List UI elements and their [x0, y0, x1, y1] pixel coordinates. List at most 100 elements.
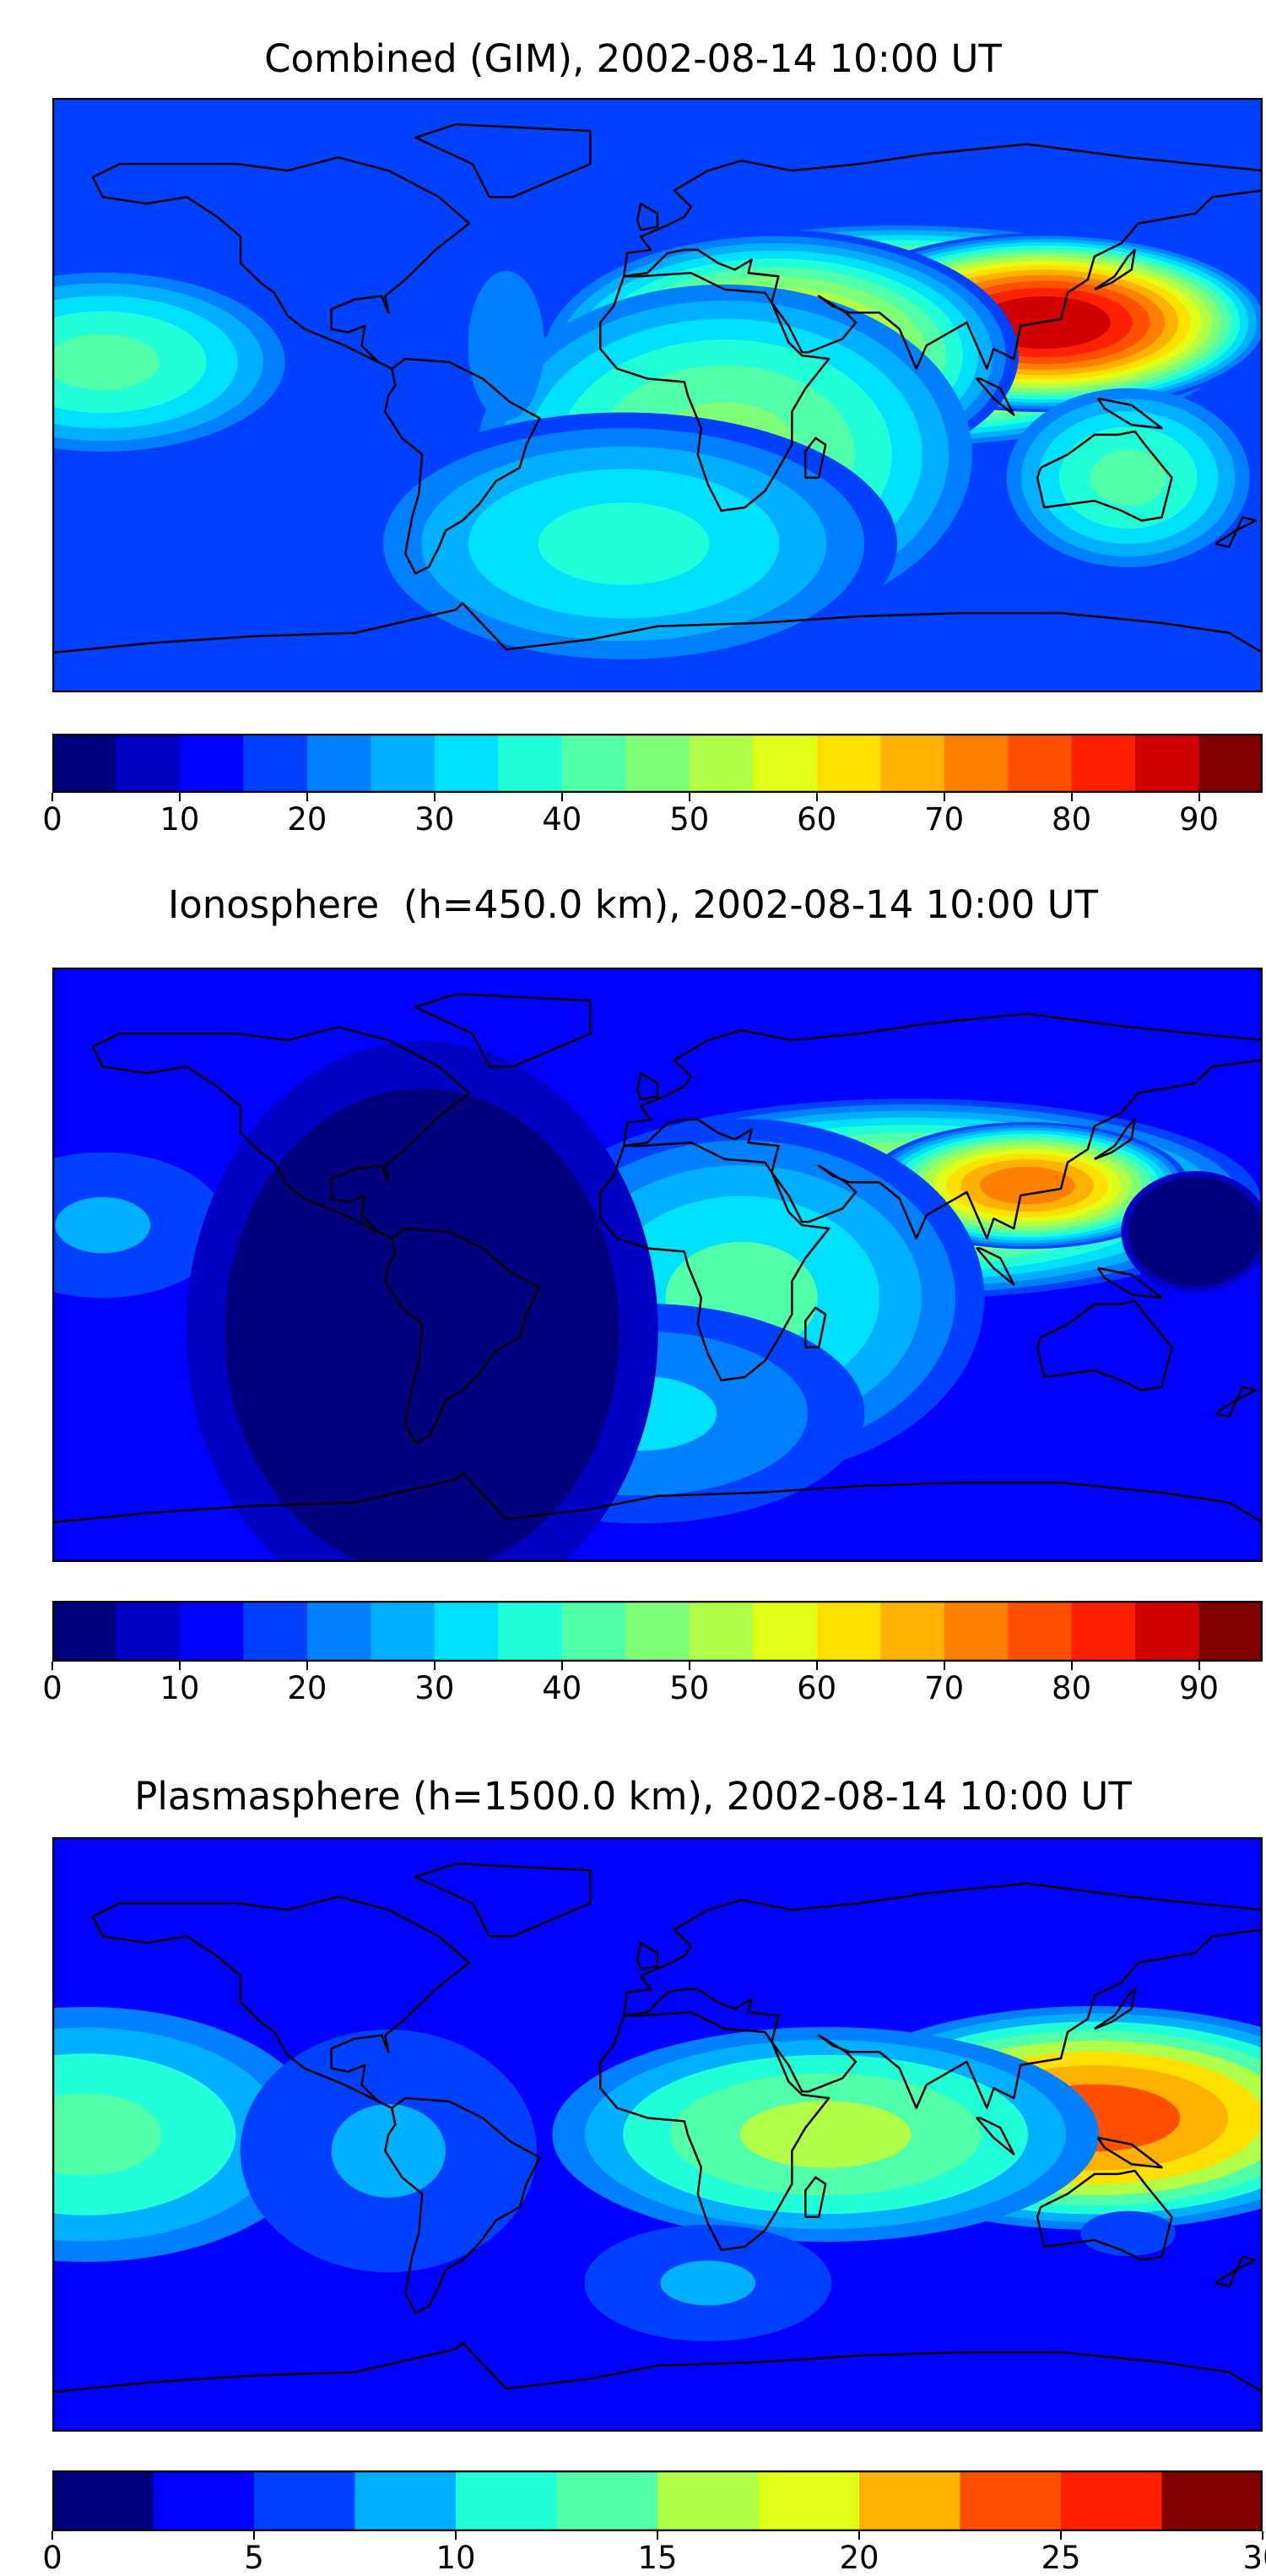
- contour-feature: [584, 2225, 832, 2341]
- colorbar-segment: [52, 1601, 116, 1662]
- contour-level: [739, 2101, 912, 2168]
- colorbar-segment: [1198, 734, 1263, 793]
- coastline: [599, 2011, 830, 2252]
- tec-map: [52, 1837, 1263, 2432]
- contour-level: [52, 334, 160, 391]
- colorbar-segment: [1071, 734, 1136, 793]
- contour-level: [52, 2093, 162, 2176]
- colorbar-tick: [560, 793, 563, 801]
- colorbar-segment: [498, 1601, 563, 1662]
- colorbar-segment: [434, 1601, 499, 1662]
- colorbar-segment: [689, 1601, 754, 1662]
- coastline: [52, 1472, 1263, 1524]
- contour-level: [979, 1167, 1075, 1205]
- coastline: [599, 1142, 830, 1382]
- colorbar: [52, 2470, 1263, 2531]
- contour-level: [1080, 2210, 1176, 2256]
- coastline: [52, 2341, 1263, 2394]
- colorbar-tick-label: 5: [244, 2540, 264, 2576]
- colorbar-tick-label: 80: [1052, 801, 1092, 838]
- contour-feature: [52, 272, 285, 452]
- colorbar: [52, 1601, 1263, 1662]
- coastline: [52, 602, 1263, 654]
- coastline: [622, 143, 1263, 370]
- coastline: [1094, 1118, 1136, 1161]
- coastline: [384, 1227, 541, 1445]
- coastline: [622, 1012, 1263, 1239]
- colorbar-tick-label: 50: [669, 1670, 710, 1706]
- coastline: [414, 993, 592, 1068]
- coastline: [414, 123, 592, 198]
- colorbar-segment: [306, 1601, 371, 1662]
- colorbar-segment: [179, 734, 244, 793]
- colorbar-segment: [960, 2470, 1062, 2531]
- colorbar-segment: [354, 2470, 457, 2531]
- colorbar-tick: [178, 1662, 181, 1670]
- colorbar-segment: [498, 734, 563, 793]
- colorbar-tick-label: 15: [637, 2540, 678, 2576]
- colorbar-tick-label: 50: [669, 801, 710, 838]
- coastline: [976, 2117, 1015, 2156]
- colorbar-segment: [1061, 2470, 1162, 2531]
- contour-level: [1172, 1212, 1219, 1251]
- colorbar-tick: [433, 1662, 436, 1670]
- colorbar-tick-label: 20: [287, 801, 327, 838]
- colorbar-frame: [52, 2470, 1263, 2531]
- colorbar-segment: [657, 2470, 759, 2531]
- colorbar-segment: [689, 734, 754, 793]
- colorbar-segment: [625, 1601, 690, 1662]
- colorbar-segment: [816, 1601, 881, 1662]
- colorbar-tick: [306, 1662, 308, 1670]
- contour-level: [660, 2260, 756, 2306]
- colorbar-segment: [753, 734, 818, 793]
- panel-plasmasphere: Plasmasphere (h=1500.0 km), 2002-08-14 1…: [0, 1689, 1266, 2575]
- colorbar-tick-label: 10: [160, 801, 200, 838]
- coastline: [804, 437, 827, 480]
- colorbar-tick: [1198, 1662, 1200, 1670]
- coastline: [1094, 1988, 1136, 2031]
- colorbar-segment: [758, 2470, 860, 2531]
- coastline: [1096, 1266, 1163, 1299]
- colorbar-segment: [456, 2470, 557, 2531]
- colorbar-tick-label: 40: [542, 1670, 582, 1706]
- colorbar-segment: [243, 734, 308, 793]
- colorbar-segment: [816, 734, 881, 793]
- colorbar-tick-label: 10: [436, 2540, 476, 2576]
- colorbar-segment: [1008, 1601, 1073, 1662]
- colorbar-segment: [153, 2470, 255, 2531]
- colorbar-segment: [371, 1601, 436, 1662]
- colorbar-segment: [306, 734, 371, 793]
- colorbar-segment: [1071, 1601, 1136, 1662]
- coastline: [976, 1247, 1015, 1286]
- colorbar-tick-label: 30: [414, 801, 455, 838]
- colorbar-tick: [1070, 793, 1073, 801]
- coastline: [1036, 1299, 1173, 1391]
- map-frame: [52, 1837, 1263, 2432]
- colorbar-tick-label: 0: [42, 2540, 62, 2576]
- colorbar-tick: [688, 793, 690, 801]
- coastline: [599, 272, 830, 512]
- coastline: [384, 357, 541, 575]
- colorbar-tick-label: 70: [924, 801, 965, 838]
- colorbar-tick: [815, 1662, 818, 1670]
- coastline: [1036, 2169, 1173, 2261]
- colorbar-segment: [1161, 2470, 1263, 2531]
- colorbar-segment: [859, 2470, 960, 2531]
- colorbar-segment: [371, 734, 436, 793]
- colorbar-tick: [943, 1662, 945, 1670]
- colorbar-tick-label: 20: [287, 1670, 327, 1706]
- coastline: [1215, 2255, 1258, 2288]
- colorbar-segment: [944, 734, 1009, 793]
- colorbar-tick-label: 10: [160, 1670, 200, 1706]
- tec-map: [52, 968, 1263, 1562]
- contour-level: [1090, 449, 1166, 506]
- colorbar-segment: [1135, 734, 1200, 793]
- colorbar-segment: [1008, 734, 1073, 793]
- contour-feature: [350, 412, 898, 675]
- colorbar-tick-label: 90: [1178, 1670, 1220, 1706]
- coastline: [636, 1941, 659, 1971]
- coastline: [91, 1026, 471, 1239]
- coastline: [1096, 2136, 1163, 2169]
- colorbar-tick-label: 0: [42, 1670, 62, 1706]
- coastline: [636, 202, 659, 231]
